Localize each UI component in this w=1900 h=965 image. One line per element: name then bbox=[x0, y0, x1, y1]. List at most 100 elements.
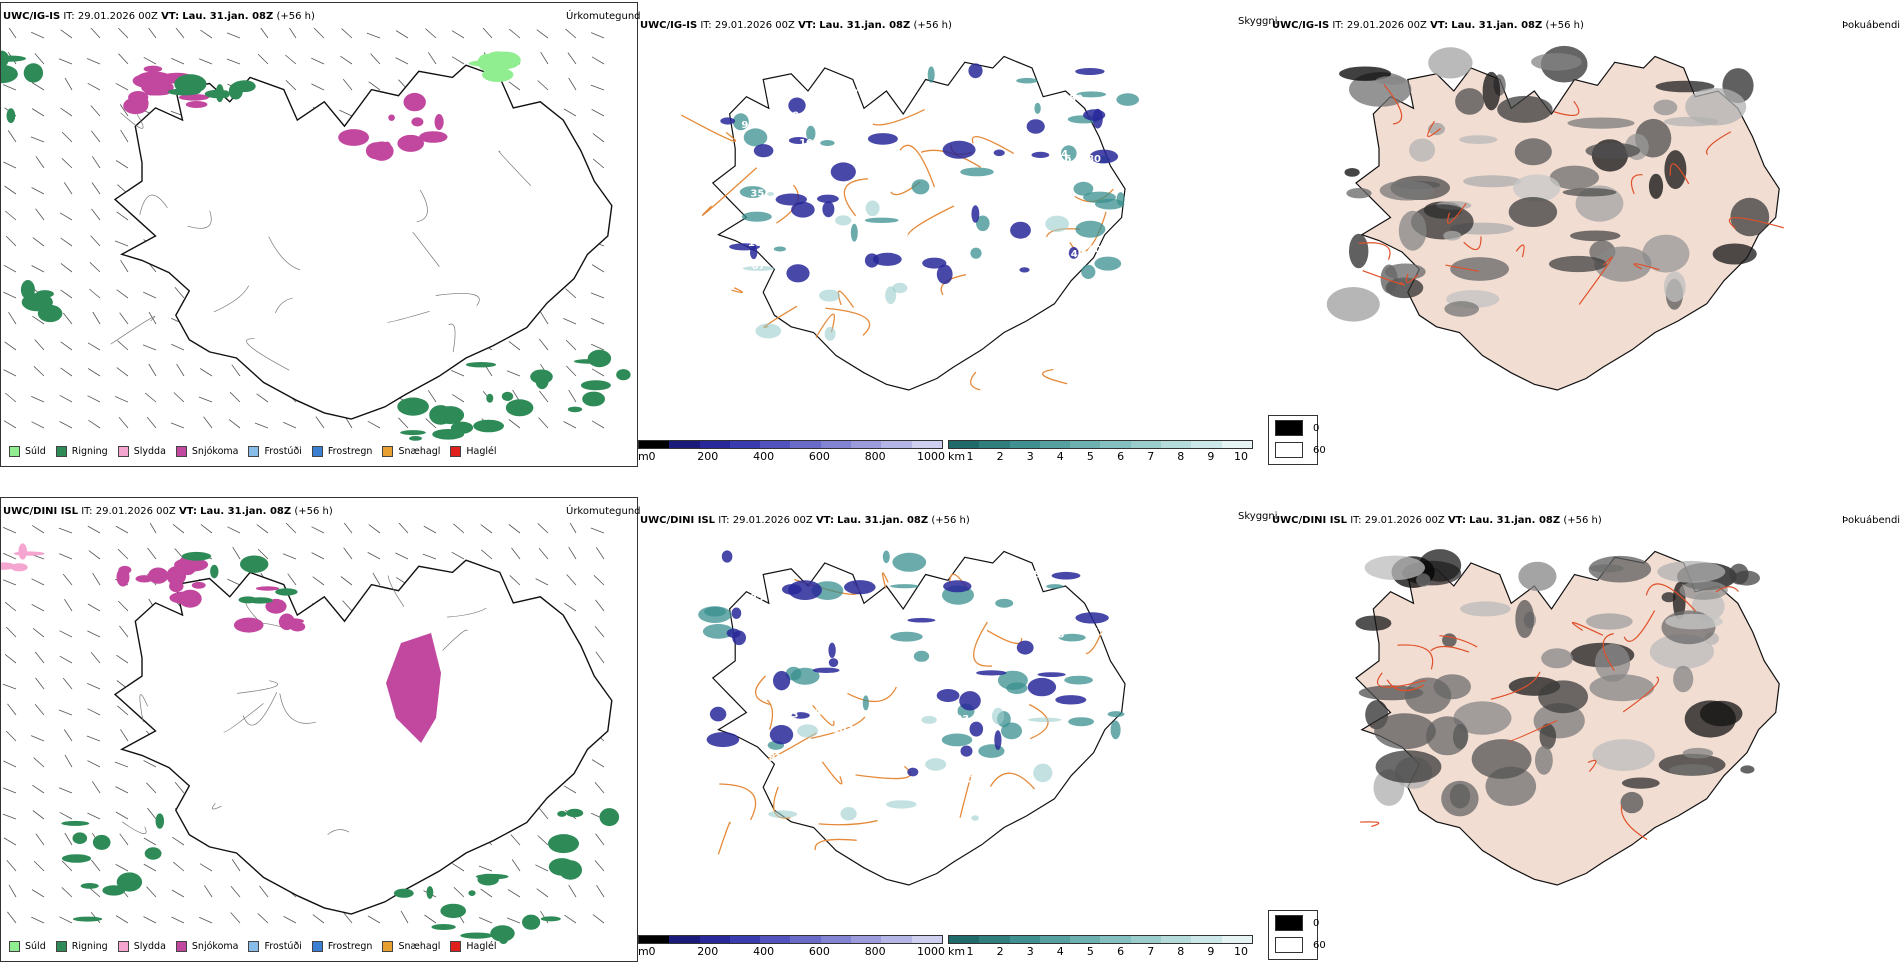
wind-barb bbox=[33, 757, 45, 768]
legend-label: Haglél bbox=[466, 941, 497, 952]
legend-item: Rigning bbox=[55, 446, 108, 457]
fog-legend-label: 0 bbox=[1313, 917, 1320, 929]
colorbar-cells bbox=[948, 935, 1253, 944]
wind-barb bbox=[91, 859, 101, 872]
wind-barb bbox=[257, 53, 269, 65]
valid-time: Lau. 31.jan. 08Z bbox=[837, 515, 929, 526]
legend-item: Snæhagl bbox=[382, 941, 440, 952]
field-blob bbox=[864, 217, 899, 223]
field-blob bbox=[116, 872, 143, 892]
contour-line bbox=[121, 821, 147, 834]
wind-barb bbox=[200, 524, 213, 534]
colorbar-tick: 3 bbox=[1026, 945, 1034, 958]
visibility-value-label: 24 bbox=[869, 752, 883, 763]
road-line bbox=[1728, 217, 1784, 229]
colorbar-tick: 600 bbox=[808, 450, 830, 463]
wind-barb bbox=[7, 911, 17, 924]
colorbar-tick: 9 bbox=[1207, 945, 1215, 958]
wind-barb bbox=[566, 365, 577, 377]
road-line bbox=[973, 621, 992, 667]
wind-barb bbox=[368, 81, 381, 91]
colorbar-tick: 7 bbox=[1147, 450, 1155, 463]
fog-field-blob bbox=[1482, 71, 1501, 111]
wind-barb bbox=[539, 390, 549, 403]
wind-barb bbox=[452, 394, 465, 403]
visibility-value-label: 48 bbox=[1071, 249, 1085, 260]
wind-barb bbox=[226, 58, 241, 65]
colorbar-cell bbox=[1070, 936, 1101, 943]
wind-barb bbox=[34, 703, 45, 716]
visibility-value-label: 108 bbox=[748, 238, 769, 249]
lead-time: (+56 h) bbox=[276, 11, 315, 22]
wind-barb bbox=[87, 82, 101, 91]
road-line bbox=[731, 287, 743, 294]
colorbar-cell bbox=[729, 936, 761, 943]
field-blob bbox=[566, 808, 584, 818]
road-line bbox=[1645, 583, 1697, 612]
wind-barb bbox=[31, 265, 45, 273]
visibility-value-label: 107 bbox=[832, 725, 853, 736]
road-line bbox=[1587, 759, 1597, 772]
field-blob bbox=[844, 580, 876, 595]
colorbar-tick: 800 bbox=[864, 450, 886, 463]
road-line bbox=[1430, 645, 1470, 653]
field-blob bbox=[477, 873, 499, 886]
colorbar-tick: 5 bbox=[1086, 945, 1094, 958]
field-blob bbox=[468, 890, 476, 896]
legend-item: Slydda bbox=[117, 446, 166, 457]
wind-barb bbox=[86, 58, 101, 65]
colorbar-cell bbox=[881, 936, 912, 943]
wind-barb bbox=[31, 916, 45, 924]
fog-field-blob bbox=[1655, 80, 1715, 93]
wind-barb bbox=[591, 343, 605, 351]
colorbar-cell bbox=[851, 936, 882, 943]
field-blob bbox=[960, 745, 973, 757]
wind-barb bbox=[566, 574, 577, 586]
fog-legend-row: 0 bbox=[1275, 420, 1319, 436]
road-line bbox=[970, 371, 981, 391]
colorbar-tick: 6 bbox=[1117, 945, 1125, 958]
field-blob bbox=[1037, 672, 1066, 677]
field-blob bbox=[969, 721, 984, 737]
fog-field-blob bbox=[1729, 563, 1749, 585]
visibility-value-label: 92 bbox=[875, 720, 889, 731]
field-blob bbox=[968, 63, 983, 79]
wind-barb bbox=[3, 161, 17, 169]
field-blob bbox=[872, 252, 902, 266]
wind-barb bbox=[592, 133, 605, 143]
wind-barb bbox=[260, 28, 269, 39]
road-line bbox=[1439, 635, 1478, 648]
wind-barb bbox=[509, 575, 521, 586]
wind-barb bbox=[172, 836, 185, 846]
wind-barb bbox=[6, 860, 17, 872]
field-blob bbox=[460, 932, 494, 939]
model-name: UWC/IG-IS bbox=[1272, 20, 1330, 31]
visibility-value-label: 126 bbox=[870, 273, 891, 284]
wind-barb bbox=[8, 311, 17, 325]
field-blob bbox=[828, 642, 836, 658]
it-label: IT: bbox=[1350, 515, 1362, 526]
wind-barb bbox=[35, 156, 45, 169]
fog-field-blob bbox=[1664, 150, 1687, 190]
precip-map bbox=[1, 28, 631, 441]
field-blob bbox=[936, 689, 960, 702]
field-blob bbox=[773, 246, 786, 252]
road-line bbox=[1715, 586, 1739, 593]
field-blob bbox=[397, 397, 429, 416]
field-blob bbox=[204, 89, 230, 99]
wind-barb bbox=[63, 729, 73, 742]
field-blob bbox=[10, 563, 28, 572]
wind-barb bbox=[594, 860, 605, 872]
init-time: 29.01.2026 00Z bbox=[77, 11, 158, 22]
vt-label: VT: bbox=[1447, 515, 1466, 526]
lead-time: (+56 h) bbox=[913, 20, 952, 31]
wind-barb bbox=[453, 523, 465, 534]
fog-field-blob bbox=[1375, 76, 1407, 85]
fog-field-blob bbox=[1648, 173, 1664, 199]
wind-barb bbox=[591, 264, 605, 273]
field-blob bbox=[1076, 91, 1107, 98]
road-line bbox=[1386, 679, 1425, 692]
wind-barb bbox=[148, 28, 157, 39]
fog-field-blob bbox=[1443, 230, 1462, 241]
wind-barb bbox=[115, 160, 129, 169]
